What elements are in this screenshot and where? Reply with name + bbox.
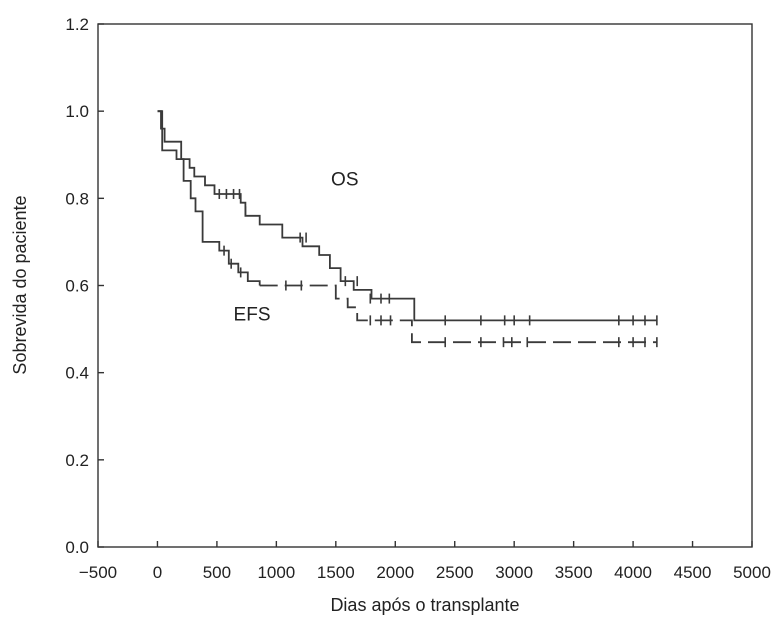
censor-marks xyxy=(218,188,658,348)
plot-frame xyxy=(97,23,753,548)
y-tick-label: 0.8 xyxy=(65,189,89,208)
x-axis: −500 0 500 1000 1500 2000 2500 3000 3500 4000 4500… xyxy=(79,541,771,582)
x-tick-label: 2500 xyxy=(436,563,474,582)
efs-curve xyxy=(259,284,657,344)
series-labels: OS EFS xyxy=(234,169,359,325)
y-tick-label: 0.4 xyxy=(65,364,89,383)
y-tick-label: 1.2 xyxy=(65,15,89,34)
survival-curves xyxy=(157,110,657,344)
x-axis-label: Dias após o transplante xyxy=(330,595,519,615)
y-axis: 0.0 0.2 0.4 0.6 0.8 1.0 1.2 xyxy=(65,15,104,557)
x-tick-label: 3500 xyxy=(555,563,593,582)
os-series-label: OS xyxy=(331,169,358,190)
y-axis-label: Sobrevida do paciente xyxy=(10,195,30,374)
x-tick-label: 4500 xyxy=(674,563,712,582)
efs-series-label: EFS xyxy=(234,304,271,325)
efs-curve-early xyxy=(157,110,261,286)
x-tick-label: 3000 xyxy=(495,563,533,582)
y-tick-label: 0.2 xyxy=(65,451,89,470)
x-tick-label: 2000 xyxy=(376,563,414,582)
y-tick-label: 1.0 xyxy=(65,102,89,121)
os-curve xyxy=(157,110,657,322)
y-tick-label: 0.0 xyxy=(65,538,89,557)
x-tick-label: 0 xyxy=(153,563,162,582)
x-tick-label: 1500 xyxy=(317,563,355,582)
x-tick-label: 5000 xyxy=(733,563,771,582)
x-tick-label: −500 xyxy=(79,563,117,582)
x-tick-label: 500 xyxy=(203,563,231,582)
x-tick-label: 1000 xyxy=(257,563,295,582)
y-tick-label: 0.6 xyxy=(65,277,89,296)
x-tick-label: 4000 xyxy=(614,563,652,582)
